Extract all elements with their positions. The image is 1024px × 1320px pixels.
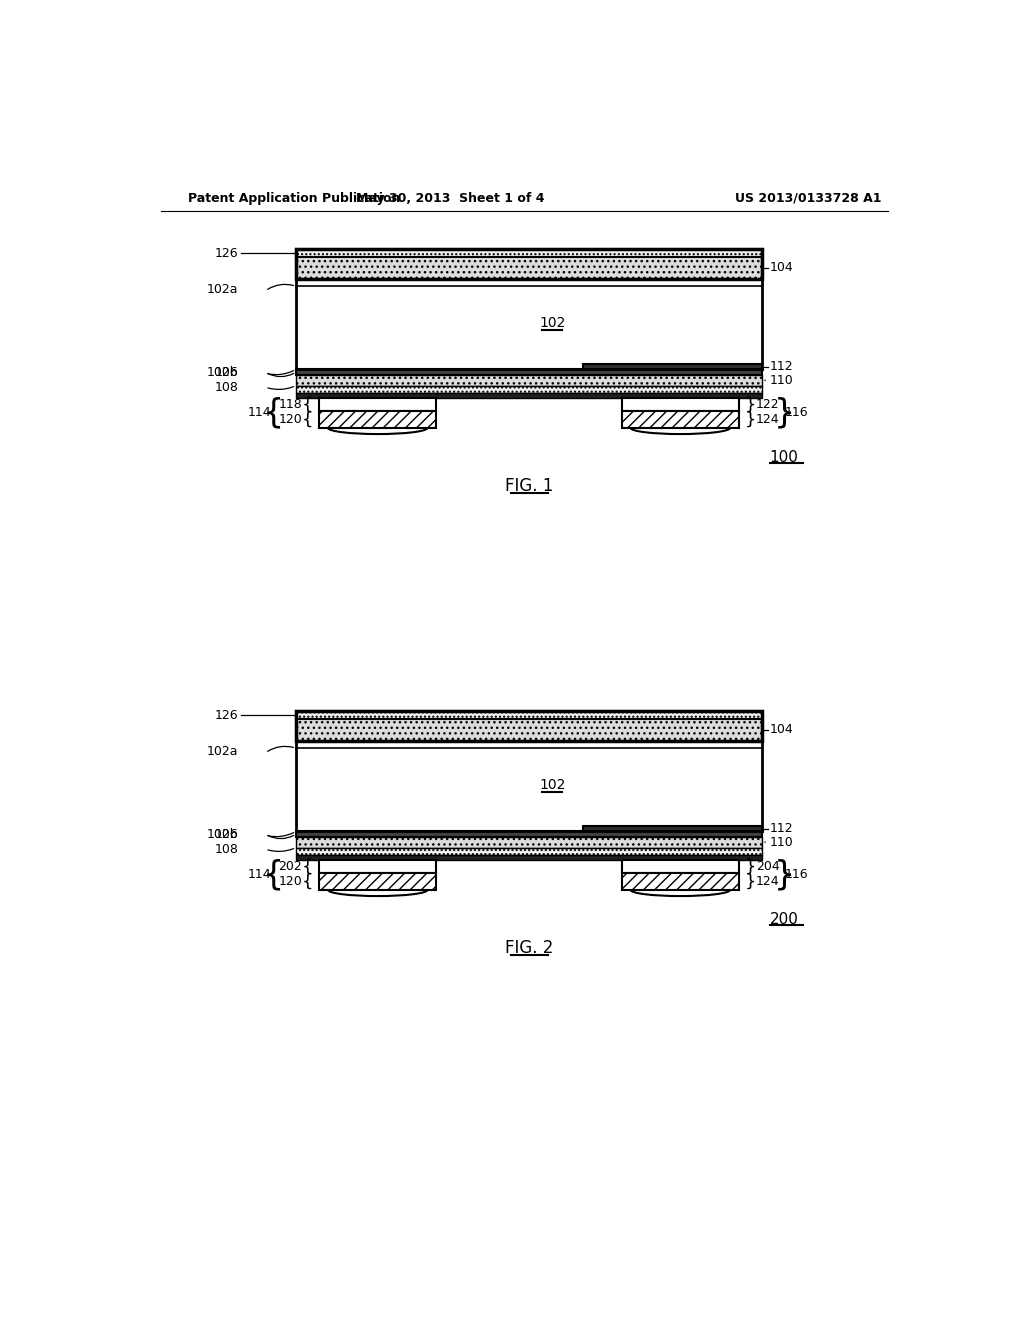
Text: 112: 112: [770, 360, 794, 374]
Bar: [296, 847, 762, 855]
Text: 204: 204: [756, 859, 779, 873]
Text: 102: 102: [539, 315, 565, 330]
Text: 120: 120: [279, 875, 302, 888]
Text: }: }: [774, 858, 796, 891]
Text: 100: 100: [770, 450, 799, 465]
Bar: [296, 837, 762, 847]
Text: 114: 114: [248, 407, 271, 420]
Text: }: }: [745, 411, 757, 429]
Text: {: {: [262, 858, 284, 891]
Text: {: {: [262, 396, 284, 429]
Text: 104: 104: [770, 261, 794, 275]
Text: US 2013/0133728 A1: US 2013/0133728 A1: [735, 191, 882, 205]
Bar: [622, 397, 739, 411]
Text: May 30, 2013  Sheet 1 of 4: May 30, 2013 Sheet 1 of 4: [356, 191, 545, 205]
Text: 102b: 102b: [207, 366, 239, 379]
Text: 108: 108: [214, 842, 239, 855]
Bar: [296, 375, 762, 385]
Text: 124: 124: [756, 875, 779, 888]
Text: 102a: 102a: [207, 282, 239, 296]
Text: 116: 116: [785, 869, 809, 882]
Bar: [296, 249, 762, 279]
Bar: [319, 397, 436, 411]
Bar: [622, 411, 739, 428]
Text: 124: 124: [756, 413, 779, 426]
Text: 114: 114: [248, 869, 271, 882]
Bar: [622, 873, 739, 890]
Text: 106: 106: [215, 828, 239, 841]
Bar: [296, 279, 762, 370]
Text: 104: 104: [770, 723, 794, 737]
Text: }: }: [745, 858, 757, 875]
Text: FIG. 1: FIG. 1: [505, 477, 553, 495]
Bar: [583, 826, 762, 832]
Bar: [296, 855, 762, 859]
Text: 202: 202: [279, 859, 302, 873]
Bar: [583, 364, 762, 370]
Text: 106: 106: [215, 366, 239, 379]
Text: 126: 126: [215, 709, 239, 722]
Bar: [296, 741, 762, 832]
Bar: [296, 249, 762, 257]
Text: {: {: [301, 873, 313, 891]
Bar: [319, 859, 436, 873]
Bar: [319, 873, 436, 890]
Text: 200: 200: [770, 912, 799, 927]
Text: 110: 110: [770, 836, 794, 849]
Bar: [319, 411, 436, 428]
Text: 108: 108: [214, 380, 239, 393]
Text: Patent Application Publication: Patent Application Publication: [188, 191, 400, 205]
Text: {: {: [301, 396, 313, 413]
Text: }: }: [745, 396, 757, 413]
Bar: [296, 370, 762, 375]
Text: 102b: 102b: [207, 828, 239, 841]
Text: 102: 102: [539, 777, 565, 792]
Text: {: {: [301, 858, 313, 875]
Bar: [622, 859, 739, 873]
Bar: [296, 711, 762, 741]
Text: 102a: 102a: [207, 744, 239, 758]
Text: {: {: [301, 411, 313, 429]
Bar: [296, 719, 762, 741]
Bar: [296, 257, 762, 279]
Bar: [296, 832, 762, 837]
Bar: [296, 711, 762, 719]
Text: }: }: [745, 873, 757, 891]
Text: FIG. 2: FIG. 2: [505, 939, 553, 957]
Text: 122: 122: [756, 397, 779, 411]
Text: 112: 112: [770, 822, 794, 836]
Bar: [296, 385, 762, 393]
Text: 126: 126: [215, 247, 239, 260]
Text: 120: 120: [279, 413, 302, 426]
Text: }: }: [774, 396, 796, 429]
Text: 116: 116: [785, 407, 809, 420]
Bar: [296, 393, 762, 397]
Text: 110: 110: [770, 374, 794, 387]
Text: 118: 118: [279, 397, 302, 411]
